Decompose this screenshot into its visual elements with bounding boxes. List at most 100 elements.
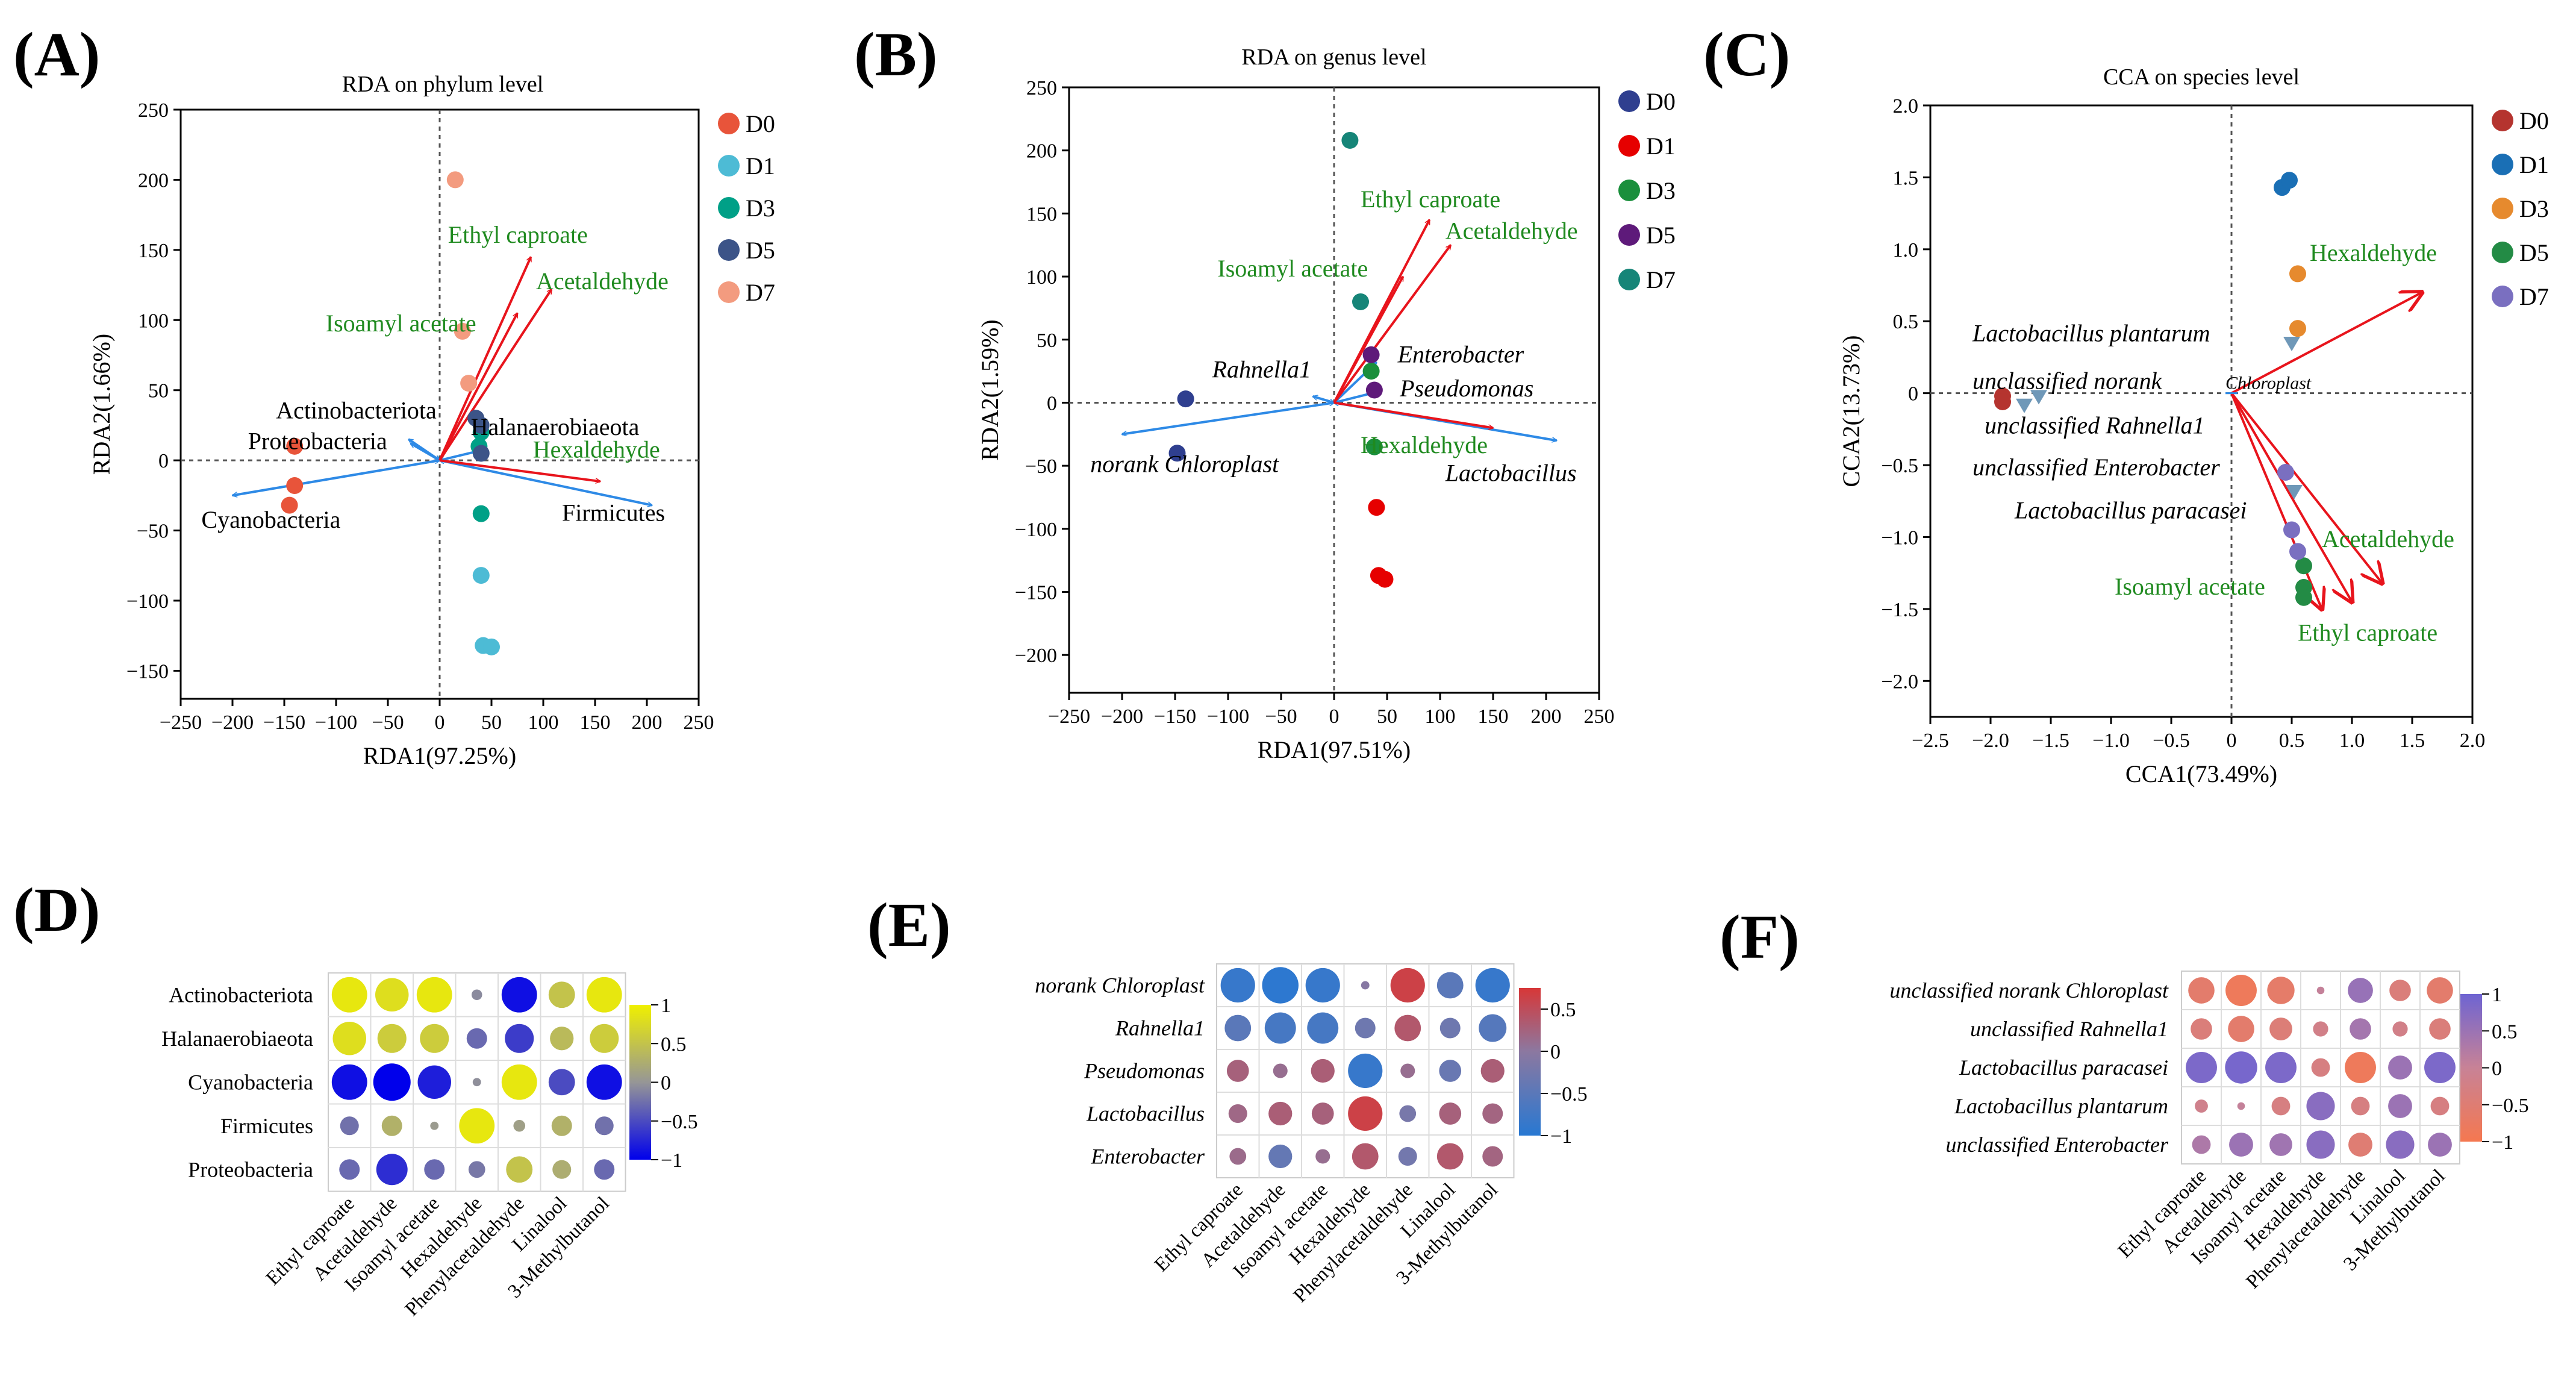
- env-vector-label: Isoamyl acetate: [326, 310, 476, 337]
- panel-label-a: (A): [13, 20, 100, 89]
- env-vector: [438, 257, 532, 461]
- species-vector: [232, 460, 440, 495]
- correlation-dot: [2424, 1052, 2456, 1083]
- sample-point: [2283, 521, 2300, 539]
- correlation-dot: [332, 1022, 366, 1055]
- sample-point: [1376, 571, 1394, 588]
- row-label: Lactobacillus paracasei: [1959, 1055, 2168, 1080]
- species-label: Lactobacillus paracasei: [2014, 496, 2247, 524]
- species-vector: [1122, 402, 1334, 434]
- x-tick-label: 2.0: [2460, 730, 2486, 752]
- correlation-dot: [2316, 986, 2325, 995]
- species-marker: [2286, 485, 2303, 500]
- correlation-dot: [2191, 1018, 2212, 1040]
- x-tick-label: 1.0: [2339, 730, 2365, 752]
- correlation-dot: [1482, 1146, 1503, 1167]
- correlation-dot: [1436, 972, 1464, 999]
- correlation-dot: [2306, 1130, 2335, 1159]
- row-label: Actinobacteriota: [169, 983, 313, 1007]
- row-label: Lactobacillus plantarum: [1954, 1094, 2168, 1118]
- row-label: Halanaerobiaeota: [161, 1027, 313, 1051]
- correlation-dot: [2313, 1021, 2328, 1037]
- legend-label: D7: [746, 279, 775, 306]
- x-tick-label: −2.0: [1972, 730, 2009, 752]
- y-axis-label: RDA2(1.59%): [976, 319, 1003, 460]
- y-tick-label: 0: [1908, 383, 1918, 405]
- panel-f-correlation-species: unclassified norank Chloroplast unclassif…: [1889, 971, 2529, 1293]
- y-tick-label: 50: [148, 380, 169, 402]
- species-vector: [440, 460, 652, 505]
- env-vector: [439, 459, 600, 481]
- env-vector-label: Ethyl caproate: [1361, 186, 1500, 213]
- species-vector-label: Halanaerobiaeota: [471, 413, 640, 440]
- panel-label-f: (F): [1720, 902, 1800, 972]
- correlation-dot: [2188, 977, 2215, 1004]
- correlation-dot: [2388, 1094, 2412, 1118]
- correlation-dot: [339, 1159, 360, 1180]
- x-tick-label: 50: [481, 711, 502, 734]
- panel-d-correlation-phylum: Actinobacteriota Halanaerobiaeota Cyanobac…: [161, 972, 698, 1321]
- sample-point: [483, 638, 500, 655]
- correlation-dot: [551, 1115, 572, 1136]
- x-tick-label: −150: [263, 711, 305, 734]
- sample-point: [2289, 320, 2306, 337]
- correlation-dot: [2427, 977, 2453, 1004]
- correlation-dot: [375, 978, 409, 1011]
- correlation-dot: [2269, 1133, 2292, 1156]
- panel-label-e: (E): [867, 890, 951, 960]
- correlation-dot: [416, 977, 452, 1013]
- y-tick-label: 100: [1026, 266, 1057, 289]
- correlation-dot: [1311, 1058, 1335, 1083]
- sample-point: [1352, 293, 1369, 310]
- correlation-dot: [1229, 1148, 1247, 1165]
- correlation-dot: [1264, 1012, 1296, 1044]
- correlation-dot: [2225, 975, 2257, 1006]
- y-tick-label: −50: [137, 521, 169, 543]
- correlation-dot: [1400, 1063, 1415, 1078]
- colorbar-tick-label: 0.5: [661, 1033, 687, 1055]
- x-axis-label: RDA1(97.25%): [363, 742, 516, 769]
- correlation-dot: [1479, 1014, 1507, 1042]
- x-tick-label: 0: [2227, 730, 2237, 752]
- y-tick-label: 150: [1026, 203, 1057, 225]
- legend-marker: [718, 197, 740, 219]
- colorbar-tick-label: 0: [661, 1072, 671, 1095]
- correlation-dot: [2389, 980, 2411, 1001]
- env-vector: [1333, 245, 1452, 404]
- correlation-dot: [1436, 1143, 1464, 1170]
- plot-frame: [1929, 104, 2474, 718]
- row-label: Rahnella1: [1115, 1016, 1205, 1040]
- x-tick-label: −50: [1265, 705, 1297, 728]
- x-tick-label: 100: [528, 711, 559, 734]
- env-vector: [1333, 277, 1405, 404]
- env-vector: [438, 289, 553, 461]
- env-vector: [2231, 292, 2422, 395]
- x-tick-label: 150: [1478, 705, 1509, 728]
- correlation-dot: [2271, 1096, 2291, 1116]
- correlation-dot: [552, 1160, 572, 1179]
- colorbar-tick-label: −0.5: [1550, 1083, 1588, 1105]
- legend-label: D5: [746, 237, 775, 264]
- correlation-dot: [1361, 981, 1370, 990]
- species-vector-label: Rahnella1: [1212, 356, 1311, 383]
- chart-title: RDA on phylum level: [342, 72, 544, 97]
- correlation-dot: [513, 1119, 526, 1132]
- correlation-dot: [1439, 1018, 1461, 1039]
- correlation-dot: [2306, 1092, 2335, 1121]
- colorbar: [1519, 988, 1541, 1136]
- species-vector-label: Firmicutes: [562, 499, 665, 526]
- y-tick-label: 150: [138, 240, 169, 262]
- correlation-dot: [2348, 978, 2373, 1003]
- panel-e-correlation-genus: norank Chloroplast Rahnella1 Pseudomonas La…: [1035, 963, 1588, 1307]
- x-tick-label: −0.5: [2153, 730, 2190, 752]
- x-tick-label: −250: [1048, 705, 1090, 728]
- correlation-dot: [1439, 1060, 1462, 1082]
- correlation-dot: [1311, 1102, 1334, 1125]
- legend-marker: [1618, 224, 1640, 246]
- panel-b-rda-genus: RDA on genus level −250 −200 −150 −100 −50 0 50…: [976, 45, 1676, 763]
- row-label: unclassified Rahnella1: [1970, 1017, 2168, 1041]
- colorbar-tick-label: 0: [1550, 1041, 1561, 1063]
- x-axis-label: CCA1(73.49%): [2125, 760, 2277, 787]
- y-tick-label: −150: [1015, 582, 1057, 604]
- correlation-dot: [2351, 1096, 2370, 1116]
